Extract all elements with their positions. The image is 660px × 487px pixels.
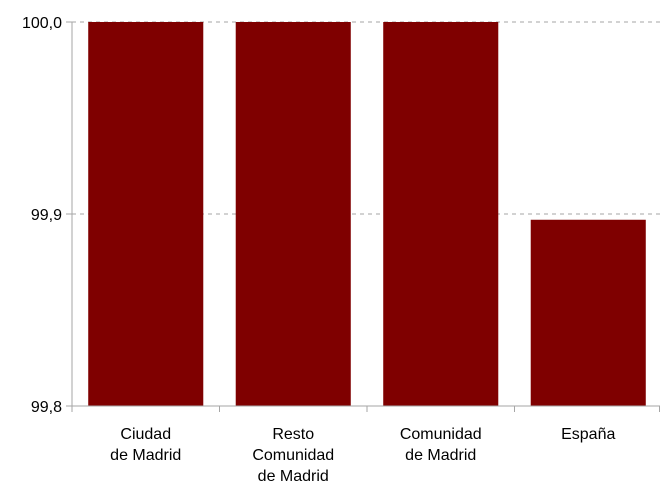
bar bbox=[235, 22, 351, 406]
bar bbox=[383, 22, 499, 406]
bar bbox=[88, 22, 204, 406]
y-tick-label: 99,9 bbox=[31, 207, 62, 224]
bar bbox=[530, 219, 646, 406]
category-label: Comunidad de Madrid bbox=[400, 426, 482, 464]
y-tick-label: 99,8 bbox=[31, 399, 62, 416]
category-label: Ciudad de Madrid bbox=[110, 426, 181, 464]
labels-layer: 99,8 99,9 100,0 Ciudad de Madrid Resto Comunid… bbox=[22, 15, 616, 485]
category-label: Resto Comunidad de Madrid bbox=[252, 426, 334, 485]
category-label: España bbox=[561, 426, 615, 443]
y-tick-label: 100,0 bbox=[22, 15, 62, 32]
bars-layer bbox=[88, 22, 646, 406]
